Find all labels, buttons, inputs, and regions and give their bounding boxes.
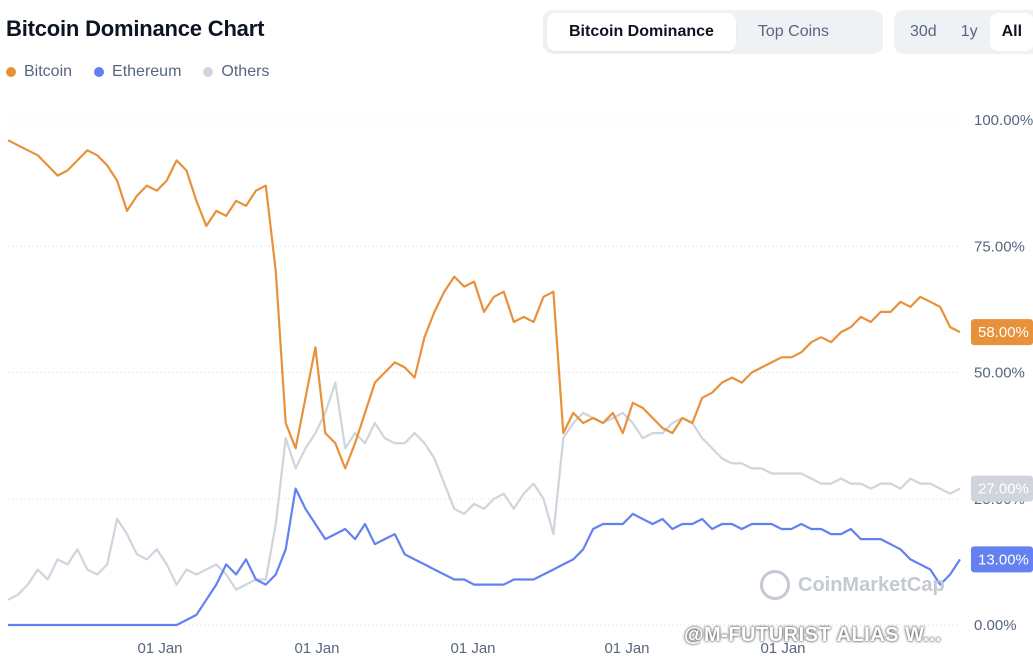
series-line-bitcoin [7, 139, 961, 470]
end-value-label-bitcoin: 58.00% [978, 324, 1029, 341]
tab-top-coins[interactable]: Top Coins [757, 23, 830, 40]
legend-item-ethereum[interactable]: Ethereum [94, 63, 181, 81]
end-value-label-others: 27.00% [978, 481, 1029, 498]
x-tick-label: 01 Jan [294, 640, 339, 657]
legend-item-others[interactable]: Others [203, 63, 269, 81]
series-line-ethereum [8, 487, 961, 627]
range-30d-button[interactable]: 30d [910, 23, 937, 40]
x-tick-label: 01 Jan [137, 640, 182, 657]
legend-label-others: Others [221, 63, 270, 80]
watermark-text: CoinMarketCap [798, 573, 945, 596]
x-tick-label: 01 Jan [450, 640, 495, 657]
series-line-others [7, 381, 961, 601]
end-value-badge-bitcoin [971, 319, 1033, 346]
end-value-badge-ethereum [971, 546, 1033, 573]
legend-label-bitcoin: Bitcoin [24, 63, 73, 80]
y-tick-label: 50.00% [974, 365, 1025, 382]
time-range-selector: 30d 1y All [894, 10, 1033, 54]
tab-bitcoin-dominance[interactable]: Bitcoin Dominance [547, 13, 736, 51]
range-1y-button[interactable]: 1y [960, 23, 978, 40]
y-tick-label: 75.00% [974, 238, 1025, 255]
range-all-button[interactable]: All [989, 13, 1033, 51]
overlay-caption: @M-FUTURIST ALIAS W... [684, 624, 942, 646]
y-tick-label: 100.00% [974, 112, 1033, 129]
coinmarketcap-logo-icon [760, 570, 790, 600]
legend-dot-bitcoin [6, 67, 16, 77]
end-value-label-ethereum: 13.00% [978, 551, 1029, 568]
legend-dot-others [203, 67, 214, 77]
y-tick-label: 0.00% [974, 617, 1017, 634]
page-title: Bitcoin Dominance Chart [6, 16, 265, 41]
chart-legend: Bitcoin Ethereum Others [6, 63, 269, 81]
view-toggle: Bitcoin Dominance Top Coins [543, 10, 883, 54]
watermark: CoinMarketCap [760, 570, 945, 600]
legend-item-bitcoin[interactable]: Bitcoin [6, 63, 72, 81]
x-tick-label: 01 Jan [604, 640, 649, 657]
x-tick-label: 01 Jan [760, 640, 805, 657]
end-value-badge-others [971, 475, 1033, 502]
legend-dot-ethereum [94, 67, 105, 77]
legend-label-ethereum: Ethereum [112, 63, 182, 80]
